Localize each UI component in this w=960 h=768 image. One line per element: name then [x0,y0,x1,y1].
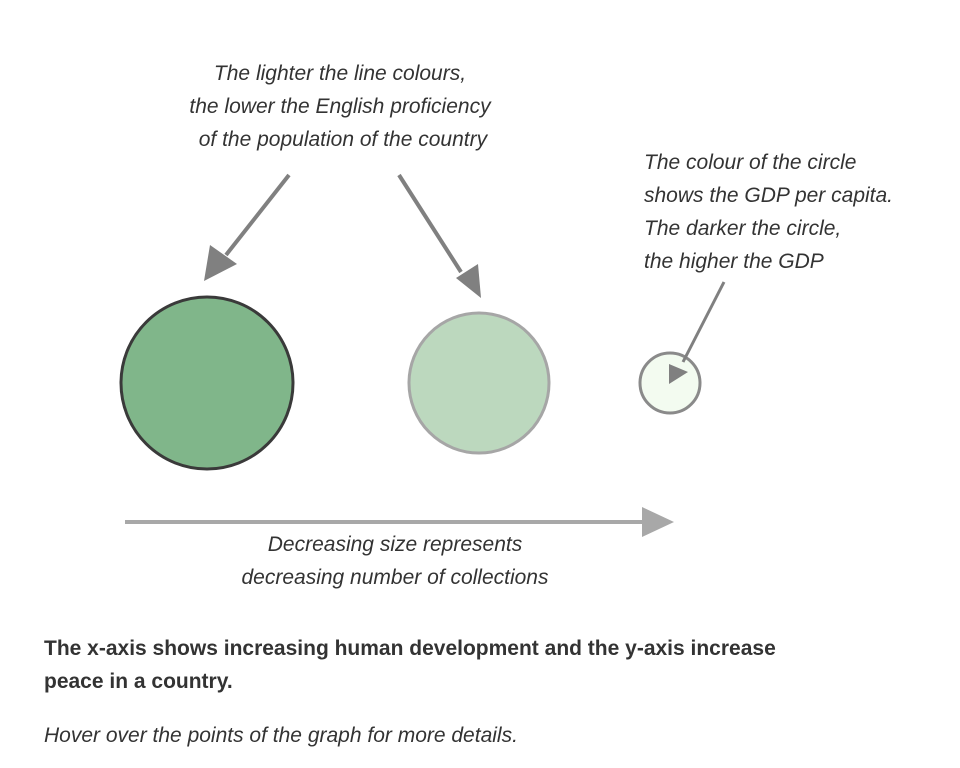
annotation-line: shows the GDP per capita. [644,184,894,207]
line-colour-annotation: The lighter the line colours, the lower … [140,57,540,156]
arrow-to-small-circle [669,281,726,384]
annotation-line: The lighter the line colours, [213,62,467,85]
hover-hint-text: Hover over the points of the graph for m… [44,724,518,747]
legend-circle-medium [407,311,551,455]
annotation-line: The darker the circle, [644,217,842,240]
size-annotation: Decreasing size represents decreasing nu… [195,528,595,594]
annotation-line: the higher the GDP [644,250,824,273]
legend-circle-large [119,295,295,471]
annotation-line: of the population of the country [192,128,488,151]
gdp-colour-annotation: The colour of the circle shows the GDP p… [644,146,893,278]
axis-summary-text: The x-axis shows increasing human develo… [44,637,776,693]
size-arrow [125,507,674,537]
annotation-line: decreasing number of collections [241,566,549,589]
annotation-line: The colour of the circle [644,151,857,174]
annotation-line: the lower the English proficiency [189,95,491,118]
legend-diagram [119,173,726,537]
arrow-to-large-circle [204,173,291,281]
annotation-line: Decreasing size represents [267,533,523,556]
arrow-to-medium-circle [397,173,481,298]
